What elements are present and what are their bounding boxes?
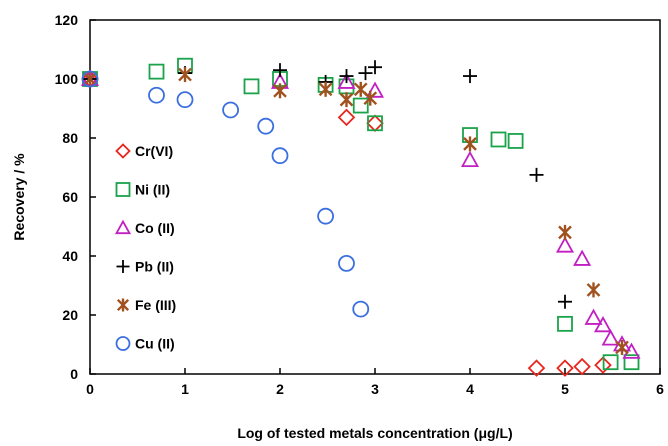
legend-label: Ni (II) [135,182,170,198]
data-point [558,294,572,309]
data-point [601,329,620,346]
data-point [529,167,544,182]
data-point [557,315,573,332]
y-axis-title: Recovery / % [11,153,27,241]
data-point [317,207,335,225]
data-point [352,300,370,318]
data-point [337,108,356,127]
y-tick-label: 20 [62,307,78,323]
x-tick-label: 5 [561,381,569,397]
series-asterisk [83,67,629,355]
data-point [273,83,287,99]
data-point [318,81,333,97]
data-point [594,356,612,374]
data-point [353,81,368,97]
x-tick-label: 0 [86,381,94,397]
data-point [222,101,240,119]
data-point [337,72,356,89]
data-point [257,117,275,135]
data-point [83,71,97,87]
y-tick-label: 100 [55,71,79,87]
legend-label: Fe (III) [135,297,176,313]
series-circle [81,70,370,318]
legend-item: Co (II) [114,219,175,236]
data-point [573,249,592,266]
data-point [368,60,382,75]
data-point [243,78,260,95]
legend-marker [115,182,131,197]
data-point [490,131,507,148]
legend: Cr(VI) Ni (II) Co (II) Pb (II) Fe (III) Cu (I… [114,143,176,352]
legend-label: Co (II) [135,220,175,236]
x-tick-label: 6 [656,381,664,397]
data-point [271,147,289,165]
legend-marker [116,298,130,312]
data-point [623,354,640,371]
data-point [363,90,378,106]
data-point [593,315,613,333]
x-tick-label: 2 [276,381,284,397]
data-point [558,224,572,240]
data-point [602,354,619,371]
y-tick-label: 60 [62,189,78,205]
data-point [339,69,354,84]
legend-item: Cr(VI) [115,143,173,159]
data-point [352,97,369,114]
legend-label: Cu (II) [135,336,175,352]
legend-item: Cu (II) [115,336,175,352]
y-tick-label: 40 [62,248,78,264]
data-point [555,236,575,253]
y-tick-label: 0 [70,366,78,382]
data-point [463,136,477,152]
data-point [366,114,384,133]
legend-item: Pb (II) [116,259,174,275]
legend-marker [115,143,131,159]
x-tick-label: 1 [181,381,189,397]
data-point [584,308,603,325]
legend-marker [116,260,130,273]
data-point [178,67,192,83]
data-point [148,63,165,80]
series-square [82,57,640,371]
legend-label: Cr(VI) [135,143,173,159]
data-point [365,81,385,98]
data-point [339,92,354,108]
legend-marker [115,336,131,351]
data-point [148,86,165,104]
data-point [507,133,524,149]
data-point [622,342,641,359]
data-point [81,70,99,88]
data-points [80,57,641,377]
data-point [358,66,373,81]
x-tick-label: 3 [371,381,379,397]
data-point [573,357,591,376]
data-point [463,69,477,84]
data-point [586,282,601,298]
y-tick-label: 120 [55,12,79,28]
series-triangle [80,69,641,359]
data-point [615,339,629,355]
data-point [338,254,355,272]
data-point [556,359,574,377]
x-tick-label: 4 [466,381,474,397]
legend-marker [114,219,132,235]
legend-label: Pb (II) [135,259,174,275]
data-point [367,115,383,132]
x-axis-title: Log of tested metals concentration (μg/L… [237,425,512,441]
data-point [176,91,194,109]
legend-item: Fe (III) [116,297,176,313]
legend-item: Ni (II) [115,182,170,198]
data-point [273,63,287,78]
data-point [460,150,480,168]
data-point [527,359,546,377]
y-tick-label: 80 [62,130,78,146]
